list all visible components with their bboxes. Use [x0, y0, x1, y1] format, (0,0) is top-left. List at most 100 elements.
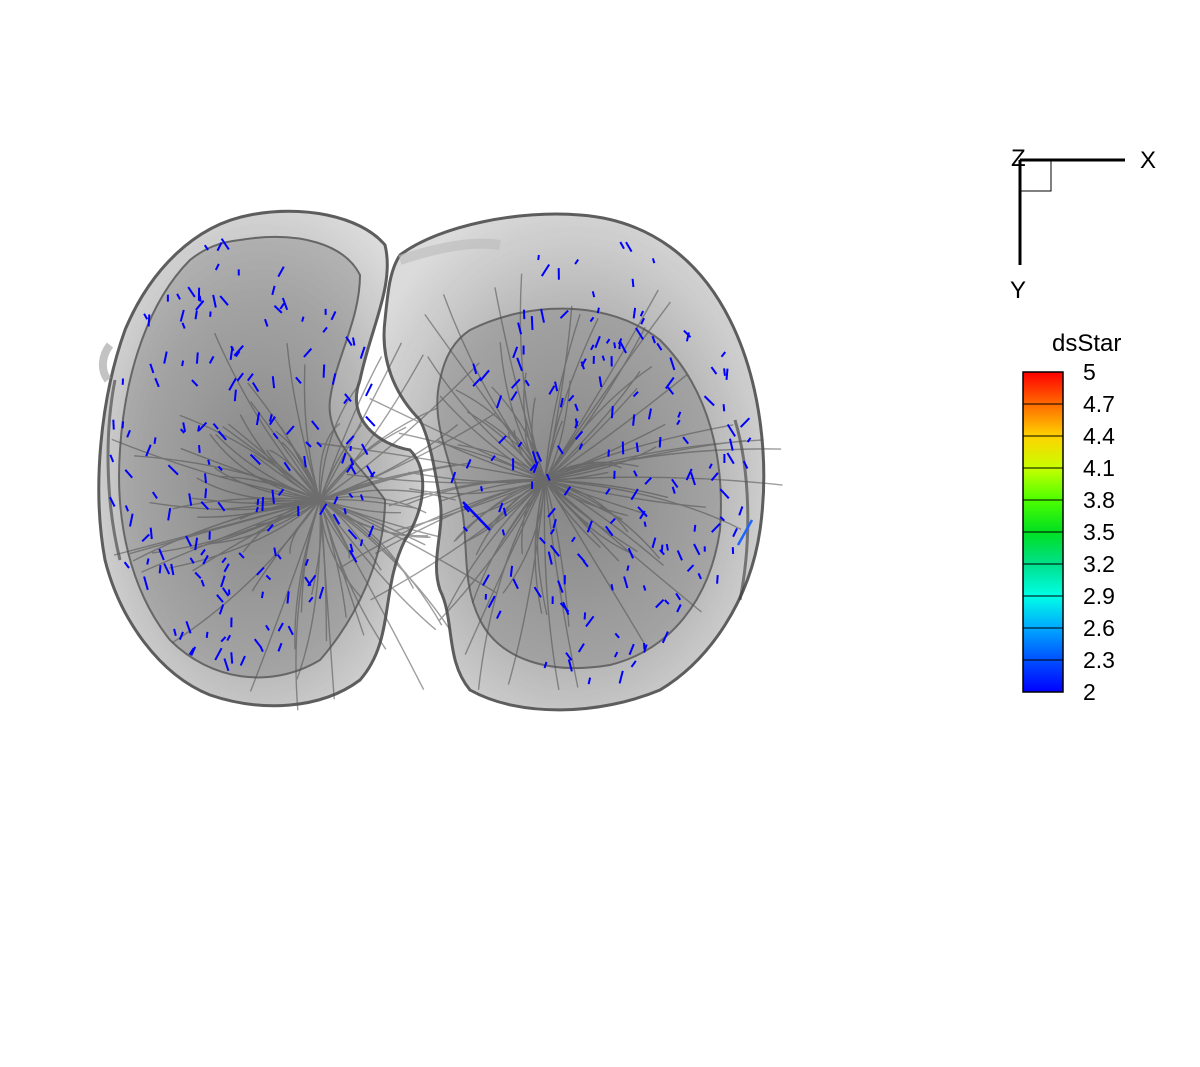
vector-arrow: [214, 647, 223, 661]
airway-branch: [296, 499, 321, 680]
airway-branch: [319, 356, 383, 501]
vector-arrow: [710, 523, 721, 533]
airway-branch: [519, 273, 546, 481]
vector-arrow: [235, 350, 241, 358]
vector-arrow: [361, 443, 369, 456]
vector-arrow: [472, 363, 478, 375]
vector-arrow: [341, 452, 347, 464]
vector-arrow: [574, 430, 584, 440]
vector-arrow: [153, 437, 157, 444]
airway-branch: [317, 442, 546, 481]
vector-arrow: [708, 463, 713, 469]
airway-branch: [266, 449, 321, 501]
vector-arrow: [576, 553, 586, 563]
vector-arrow: [559, 309, 569, 319]
axis-label-z: Z: [1011, 145, 1026, 172]
vector-arrow: [273, 304, 283, 314]
legend-segment: [1023, 628, 1063, 660]
vector-arrow: [173, 628, 177, 636]
airway-branch: [303, 364, 321, 501]
vector-arrow: [226, 634, 232, 641]
vector-arrow: [167, 507, 172, 521]
vector-arrow: [179, 309, 185, 322]
legend-segment: [1023, 532, 1063, 564]
vector-arrow: [647, 408, 652, 420]
vector-arrow: [693, 543, 701, 556]
vector-arrow: [496, 395, 503, 409]
vector-arrow: [619, 340, 627, 354]
vector-arrow: [540, 263, 551, 277]
vector-arrow: [502, 507, 507, 517]
vector-arrow: [272, 432, 279, 440]
vector-arrow: [305, 441, 312, 448]
airway-branch: [544, 479, 742, 530]
airway-branch: [319, 499, 415, 589]
vector-arrow: [271, 489, 275, 504]
vector-arrow: [655, 598, 665, 609]
vector-arrow: [109, 496, 116, 507]
vector-arrow: [501, 529, 506, 536]
vector-arrow: [643, 521, 647, 527]
vector-arrow: [605, 488, 611, 495]
vector-arrow: [179, 428, 185, 434]
vector-arrow: [217, 501, 226, 512]
airway-branch: [544, 370, 641, 481]
vector-arrow: [676, 550, 683, 561]
vector-arrow: [202, 554, 209, 565]
vector-arrow: [124, 469, 133, 479]
vector-arrow: [223, 563, 230, 573]
vector-arrow: [146, 558, 150, 565]
vector-arrow: [630, 488, 639, 501]
vector-arrow: [496, 610, 502, 620]
vector-arrow: [287, 625, 294, 636]
vector-arrow: [223, 658, 230, 672]
vector-arrow: [212, 422, 219, 430]
vector-arrow: [609, 517, 616, 525]
vector-arrow: [112, 419, 115, 430]
vector-arrow: [194, 571, 202, 579]
vector-arrow: [200, 548, 206, 556]
vector-arrow: [331, 373, 337, 385]
vector-arrow: [367, 525, 375, 538]
vector-arrow: [685, 332, 690, 342]
vector-arrow: [725, 368, 729, 380]
vector-arrow: [574, 420, 579, 429]
airway-branch: [544, 366, 653, 481]
vector-arrow: [619, 241, 625, 250]
vector-arrow: [266, 523, 274, 532]
vector-arrow: [365, 415, 376, 427]
vector-arrow: [277, 488, 285, 497]
airway-branch: [214, 467, 321, 501]
vector-arrow: [216, 594, 224, 603]
vector-arrow: [635, 442, 639, 453]
vector-arrow: [545, 473, 551, 481]
vector-arrow: [664, 599, 670, 605]
vector-arrow: [208, 355, 215, 364]
vector-arrow: [265, 574, 272, 581]
legend-segment: [1023, 404, 1063, 436]
vector-arrow: [697, 572, 702, 580]
vector-arrow: [203, 244, 209, 251]
airway-branch: [319, 499, 429, 537]
airway-branch: [370, 479, 546, 601]
vector-arrow: [586, 520, 593, 533]
vector-arrow: [580, 358, 587, 367]
airway-branch: [319, 499, 443, 626]
vector-arrow: [200, 579, 205, 587]
vector-arrow: [676, 604, 682, 613]
vector-arrow: [185, 535, 192, 547]
vector-arrow: [660, 544, 664, 552]
vector-arrow: [271, 285, 276, 296]
vector-arrow: [729, 438, 734, 451]
vector-arrow: [539, 537, 546, 545]
vector-arrow: [187, 286, 196, 298]
vector-arrow: [268, 416, 276, 426]
vector-arrow: [567, 659, 573, 672]
airway-branch: [319, 498, 417, 509]
vector-arrow: [343, 398, 349, 405]
airway-branch: [544, 380, 571, 481]
airway-branch: [213, 332, 321, 501]
vector-arrow: [719, 488, 730, 499]
vector-arrow: [607, 449, 610, 457]
vector-arrow: [197, 425, 201, 432]
